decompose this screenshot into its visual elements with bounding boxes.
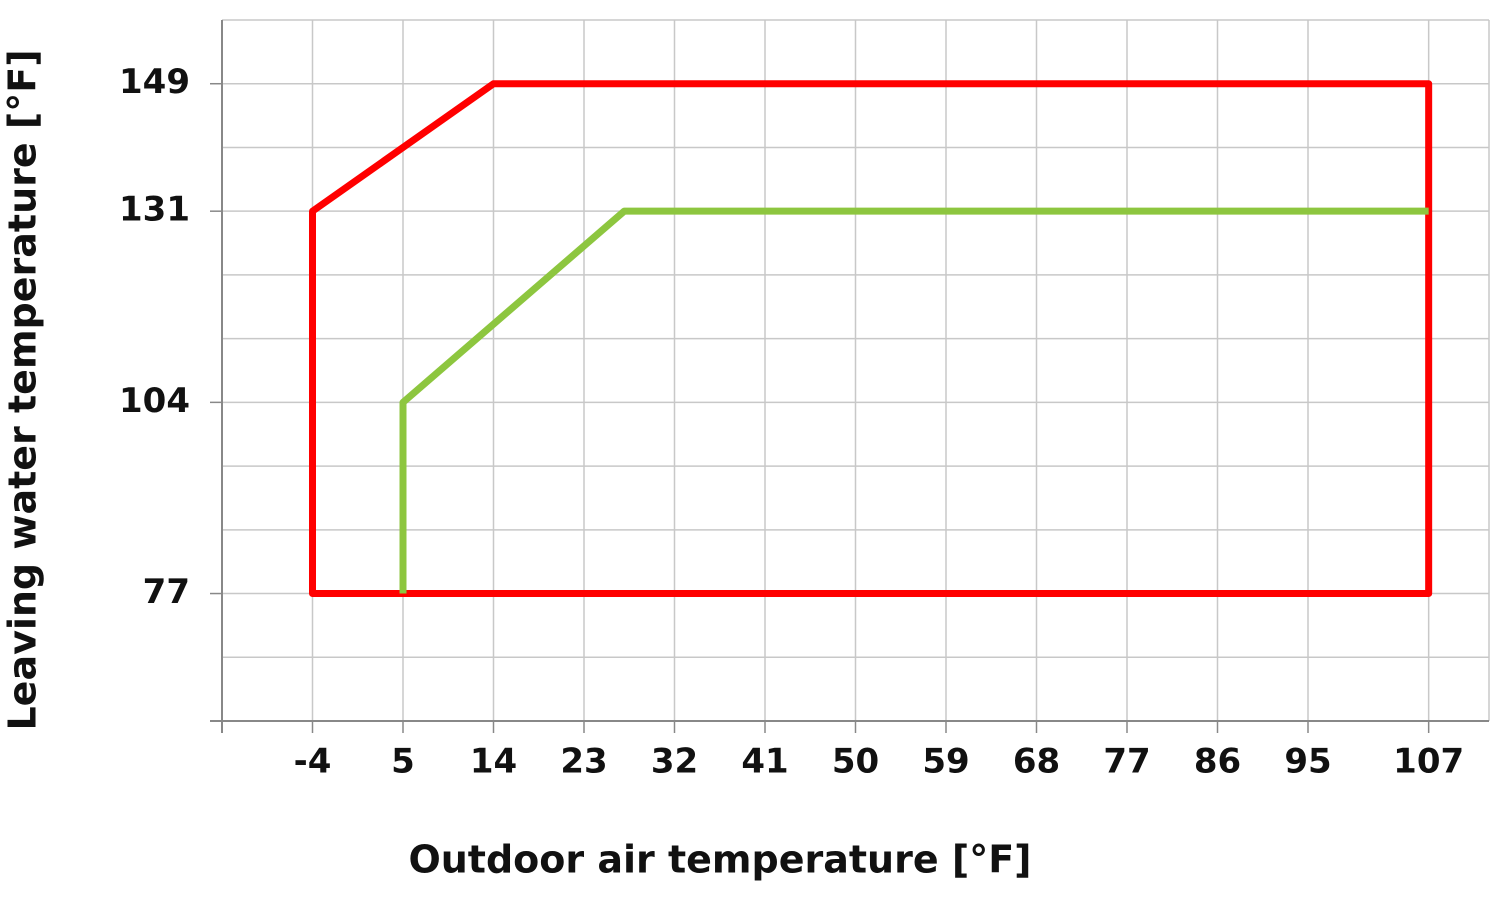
series-line [309,80,1433,598]
y-tick-label: 149 [119,62,190,102]
x-tick-label: 86 [1194,742,1241,782]
x-tick-label: 23 [560,742,607,782]
x-tick-label: 50 [832,742,879,782]
y-axis-title: Leaving water temperature [°F] [1,49,45,730]
x-axis-title: Outdoor air temperature [°F] [408,838,1031,882]
y-tick-label: 104 [119,381,190,421]
x-tick-label: 107 [1393,742,1464,782]
x-tick-label: 32 [651,742,698,782]
y-tick-label: 131 [119,190,190,230]
x-tick-label: 41 [741,742,788,782]
x-tick-label: 5 [391,742,415,782]
x-tick-label: 95 [1284,742,1331,782]
x-tick-label: 14 [470,742,517,782]
x-tick-label: -4 [294,742,332,782]
x-tick-label: 77 [1103,742,1150,782]
y-tick-label: 77 [143,572,190,612]
series-line [399,207,1429,594]
x-tick-label: 59 [922,742,969,782]
x-tick-label: 68 [1013,742,1060,782]
